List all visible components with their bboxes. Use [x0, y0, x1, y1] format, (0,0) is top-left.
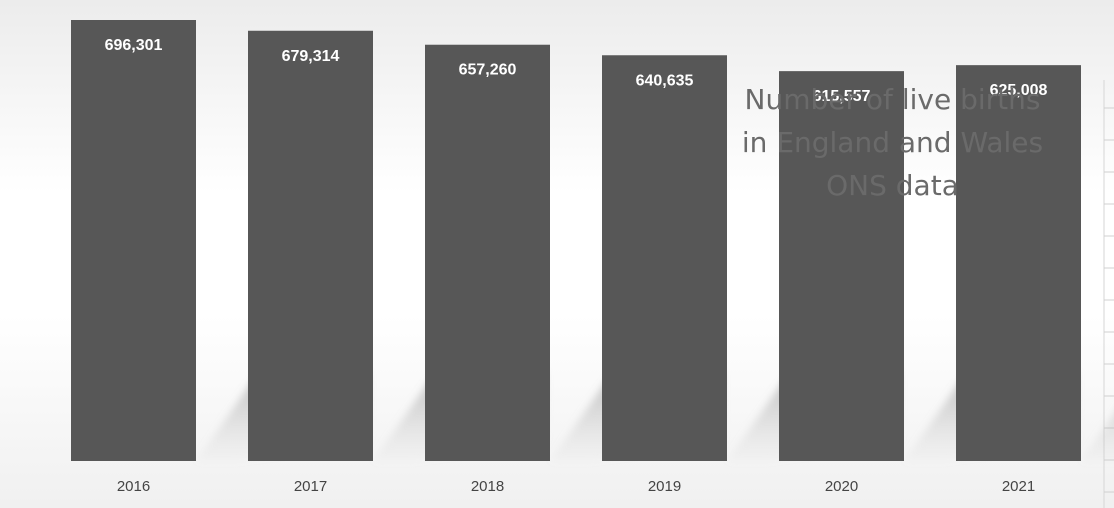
bars [71, 20, 1081, 462]
x-tick-2017: 2017 [294, 478, 327, 495]
value-labels: 696,301 679,314 657,260 640,635 615,557 625,0… [105, 37, 1048, 105]
chart-title: Number of live births in England and Wal… [700, 78, 1085, 207]
bar-2021 [956, 65, 1081, 461]
bar-2020 [779, 71, 904, 462]
chart-title-line-3: ONS data [826, 169, 959, 202]
value-label-2017: 679,314 [282, 48, 340, 65]
bar-2018 [425, 44, 550, 461]
value-label-2016: 696,301 [105, 37, 163, 54]
x-tick-labels: 2016 2017 2018 2019 2020 2021 [117, 478, 1035, 495]
bar-2017 [248, 30, 373, 461]
value-label-2020: 615,557 [813, 88, 871, 105]
x-tick-2021: 2021 [1002, 478, 1035, 495]
chart-title-line-1: Number of live births [744, 83, 1041, 116]
bar-2019 [602, 55, 727, 461]
value-label-2021: 625,008 [990, 82, 1048, 99]
bar-shadow [1081, 414, 1114, 461]
value-label-2018: 657,260 [459, 62, 517, 79]
bar-2016 [71, 20, 196, 461]
x-tick-2020: 2020 [825, 478, 858, 495]
x-tick-2019: 2019 [648, 478, 681, 495]
value-label-2019: 640,635 [636, 72, 694, 89]
x-tick-2018: 2018 [471, 478, 504, 495]
chart-title-line-2: in England and Wales [741, 126, 1044, 159]
x-tick-2016: 2016 [117, 478, 150, 495]
